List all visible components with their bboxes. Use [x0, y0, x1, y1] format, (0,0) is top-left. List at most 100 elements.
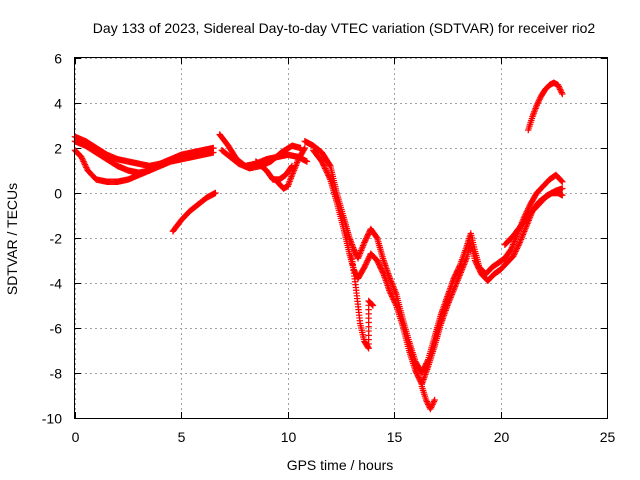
data-point-marker	[534, 99, 542, 106]
data-point-marker	[533, 102, 540, 109]
data-point-marker	[526, 202, 533, 209]
data-point-marker	[427, 405, 434, 413]
data-point-marker	[320, 162, 328, 169]
data-point-marker	[388, 293, 396, 300]
y-tick-label: -8	[50, 366, 63, 382]
data-point-marker	[379, 269, 387, 276]
data-point-marker	[559, 192, 566, 199]
data-point-marker	[510, 251, 518, 258]
data-point-marker	[513, 246, 520, 254]
data-point-marker	[431, 396, 438, 404]
data-point-marker	[303, 158, 311, 165]
data-point-marker	[558, 89, 565, 96]
data-point-marker	[536, 96, 543, 103]
x-axis-label: GPS time / hours	[287, 457, 394, 473]
data-point-marker	[325, 172, 332, 179]
y-tick-label: -4	[50, 276, 63, 292]
y-axis-label: SDTVAR / TECUs	[4, 183, 20, 295]
data-point-marker	[559, 185, 566, 192]
data-point-marker	[511, 249, 518, 257]
data-point-marker	[512, 248, 519, 255]
grid	[75, 58, 608, 419]
data-point-marker	[390, 296, 397, 303]
data-point-marker	[391, 297, 398, 305]
series-arc-k	[348, 252, 377, 352]
y-tick-label: 0	[54, 186, 62, 202]
series-arc-j	[310, 147, 566, 388]
series-arc-m	[501, 185, 566, 248]
data-point-marker	[301, 144, 309, 152]
series-arc-l	[418, 383, 438, 413]
data-point-marker	[515, 242, 522, 249]
data-point-marker	[146, 167, 153, 174]
data-point-marker	[430, 399, 437, 407]
x-tick-label: 10	[281, 429, 297, 445]
data-point-marker	[427, 404, 435, 411]
data-point-marker	[557, 87, 565, 95]
data-point-marker	[82, 162, 89, 170]
series-arc-n	[525, 79, 566, 134]
data-point-marker	[78, 155, 86, 162]
data-point-marker	[513, 245, 521, 252]
data-point-marker	[559, 178, 566, 185]
x-tick-label: 20	[494, 429, 510, 445]
data-point-marker	[387, 290, 394, 297]
y-tick-label: -10	[42, 411, 62, 427]
data-point-marker	[423, 398, 431, 405]
data-point-marker	[319, 159, 326, 167]
data-point-marker	[559, 90, 566, 98]
data-point-marker	[515, 240, 523, 248]
data-point-marker	[386, 288, 394, 296]
data-point-marker	[78, 153, 85, 161]
data-point-marker	[323, 167, 330, 175]
y-tick-label: 4	[54, 96, 62, 112]
data-point-marker	[369, 302, 377, 309]
data-point-marker	[556, 86, 564, 93]
data-point-marker	[391, 299, 399, 306]
data-point-marker	[319, 161, 327, 168]
data-point-marker	[428, 402, 435, 410]
data-point-marker	[554, 81, 562, 89]
y-tick-label: -2	[50, 231, 63, 247]
data-point-marker	[534, 100, 541, 107]
data-point-marker	[326, 161, 333, 169]
x-tick-label: 25	[600, 429, 616, 445]
data-point-marker	[212, 189, 219, 197]
data-point-marker	[525, 204, 533, 211]
data-point-marker	[79, 156, 87, 164]
data-point-marker	[535, 97, 543, 104]
data-point-marker	[558, 177, 565, 185]
data-point-marker	[388, 291, 395, 299]
data-point-marker	[555, 83, 562, 90]
data-point-marker	[389, 294, 396, 302]
chart-title: Day 133 of 2023, Sidereal Day-to-day VTE…	[93, 20, 596, 36]
y-tick-label: -6	[50, 321, 63, 337]
y-tick-label: 2	[54, 141, 62, 157]
data-points	[71, 79, 566, 413]
data-point-marker	[514, 243, 521, 251]
data-point-marker	[210, 149, 217, 156]
series-arc-h	[273, 144, 309, 192]
data-point-marker	[300, 146, 308, 153]
data-point-marker	[321, 163, 328, 171]
plot-frame	[74, 57, 608, 419]
data-point-marker	[81, 159, 88, 167]
x-tick-label: 0	[72, 429, 80, 445]
axis-ticks: 0 5 10 15 20 25 -10 -8 -6 -4 -2 0 2 4 6	[42, 51, 616, 446]
series-arc-c	[71, 147, 153, 185]
data-point-marker	[321, 165, 329, 172]
data-point-marker	[325, 173, 333, 180]
data-point-marker	[80, 158, 87, 165]
data-point-marker	[318, 158, 326, 165]
data-point-marker	[430, 398, 438, 405]
data-point-marker	[422, 396, 430, 404]
data-point-marker	[424, 399, 431, 407]
data-point-marker	[323, 169, 331, 176]
data-point-marker	[326, 174, 333, 182]
data-point-marker	[324, 170, 331, 178]
series-arc-d	[169, 189, 219, 235]
x-tick-label: 15	[387, 429, 403, 445]
y-tick-label: 6	[54, 51, 62, 67]
data-point-marker	[429, 401, 436, 408]
